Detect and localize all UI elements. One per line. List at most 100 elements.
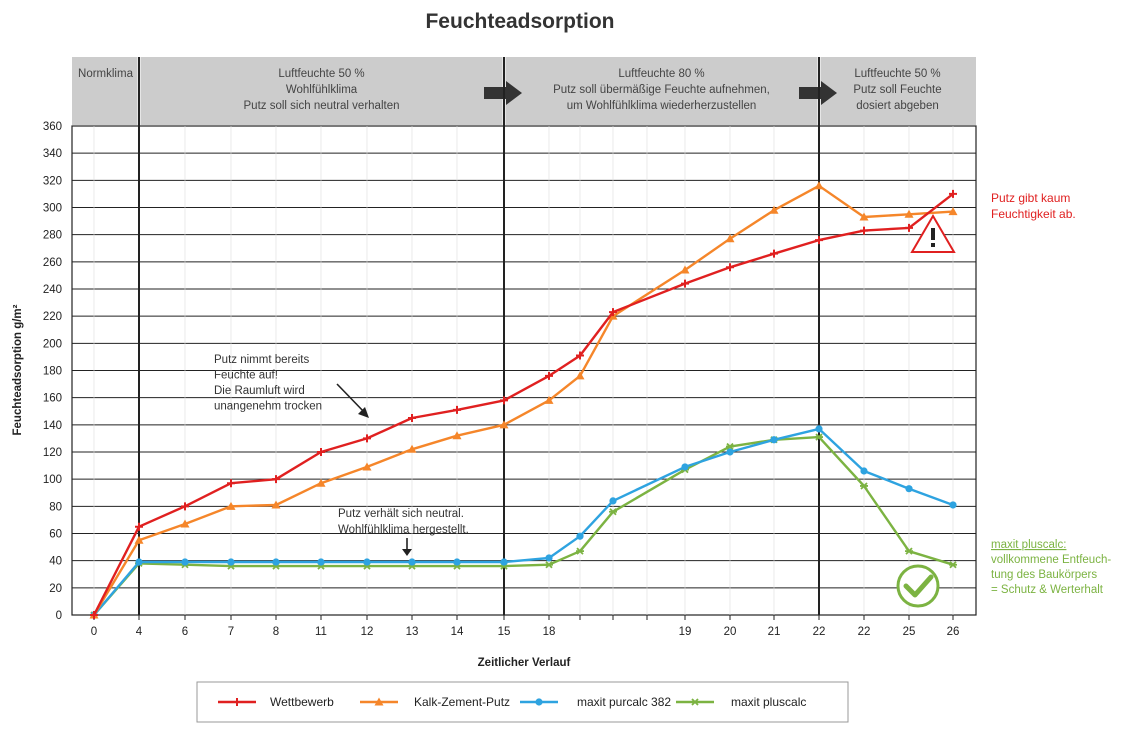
x-tick-label: 20 [724,626,737,638]
data-point [452,431,462,440]
y-tick-label: 360 [43,121,62,133]
data-point [500,558,508,566]
data-point [181,558,189,566]
data-point [135,522,143,531]
y-tick-label: 160 [43,393,62,405]
phase-label: Putz soll sich neutral verhalten [244,100,400,112]
x-tick-label: 14 [451,626,464,638]
y-tick-label: 100 [43,474,62,486]
x-tick-label: 22 [813,626,826,638]
y-tick-label: 200 [43,338,62,350]
x-tick-label: 25 [903,626,916,638]
data-point [363,558,371,566]
data-point [408,414,416,423]
x-tick-label: 19 [679,626,692,638]
legend-item [218,698,256,706]
data-point [949,189,957,198]
y-tick-label: 340 [43,148,62,160]
y-tick-label: 220 [43,311,62,323]
y-tick-label: 20 [49,583,62,595]
series-line [92,192,954,616]
y-tick-label: 40 [49,556,62,568]
annotation-neutral: Putz verhält sich neutral. [338,508,464,520]
data-point [859,212,869,221]
data-point [770,436,778,444]
data-point [233,698,241,706]
annotation-arrowhead-icon [402,549,412,556]
data-point [815,433,823,441]
annotation-neutral: Wohlfühlklima hergestellt. [338,524,469,536]
legend-item [676,698,714,706]
y-tick-label: 80 [49,501,62,513]
data-point [575,371,585,380]
data-point [227,479,235,488]
phase-label: Normklima [78,68,134,80]
data-point [272,558,280,566]
data-point [680,265,690,274]
phase-label: Wohlfühlklima [286,84,358,96]
data-point [544,395,554,404]
series-wettbewerb [90,189,957,619]
data-point [576,547,584,555]
note-pluscalc: vollkommene Entfeuch- [991,554,1111,566]
y-tick-label: 260 [43,257,62,269]
data-point [769,205,779,214]
chart-title: Feuchteadsorption [425,10,615,33]
data-point [317,448,325,456]
annotation-dry: Die Raumluft wird [214,385,305,397]
y-tick-label: 240 [43,284,62,296]
data-point [535,698,543,706]
phase-label: Luftfeuchte 80 % [618,68,704,80]
x-tick-label: 26 [947,626,960,638]
data-point [681,463,689,471]
data-point [860,482,868,490]
series-line [92,184,954,616]
x-tick-label: 18 [543,626,556,638]
annotation-arrowhead-icon [358,407,369,418]
phase-label: Luftfeuchte 50 % [854,68,940,80]
data-point [681,279,689,288]
y-tick-label: 320 [43,175,62,187]
data-point [545,554,553,562]
data-point [545,561,553,569]
y-tick-label: 140 [43,420,62,432]
note-wettbewerb: Putz gibt kaum [991,191,1070,205]
note-pluscalc: tung des Baukörpers [991,569,1097,581]
x-tick-label: 15 [498,626,511,638]
legend-item [360,697,398,706]
data-point [726,448,734,456]
data-point [317,558,325,566]
data-point [226,501,236,510]
data-point [576,532,584,540]
data-point [726,263,734,272]
phase-label: dosiert abgeben [856,100,938,112]
phase-label: Putz soll Feuchte [853,84,941,96]
y-tick-label: 300 [43,203,62,215]
data-point [374,697,384,706]
data-point [609,508,617,516]
y-tick-label: 60 [49,529,62,541]
x-tick-label: 12 [361,626,374,638]
annotation-dry: Feuchte auf! [214,370,278,382]
data-point [272,475,280,484]
data-point [576,351,584,360]
data-point [814,181,824,190]
data-point [453,558,461,566]
check-icon [896,564,940,608]
data-point [453,405,461,414]
note-wettbewerb: Feuchtigkeit ab. [991,207,1076,221]
data-point [180,519,190,528]
legend-label: Kalk-Zement-Putz [414,695,510,709]
x-tick-label: 4 [136,626,143,638]
data-point [609,497,617,505]
annotation-dry: Putz nimmt bereits [214,354,309,366]
x-tick-label: 13 [406,626,419,638]
data-point [134,535,144,544]
data-point [905,223,913,232]
data-point [725,234,735,243]
phase-header-band [72,57,976,125]
series-line [93,427,954,616]
y-axis-label: Feuchteadsorption g/m² [12,304,24,435]
data-point [271,500,281,509]
legend-label: maxit pluscalc [731,695,806,709]
